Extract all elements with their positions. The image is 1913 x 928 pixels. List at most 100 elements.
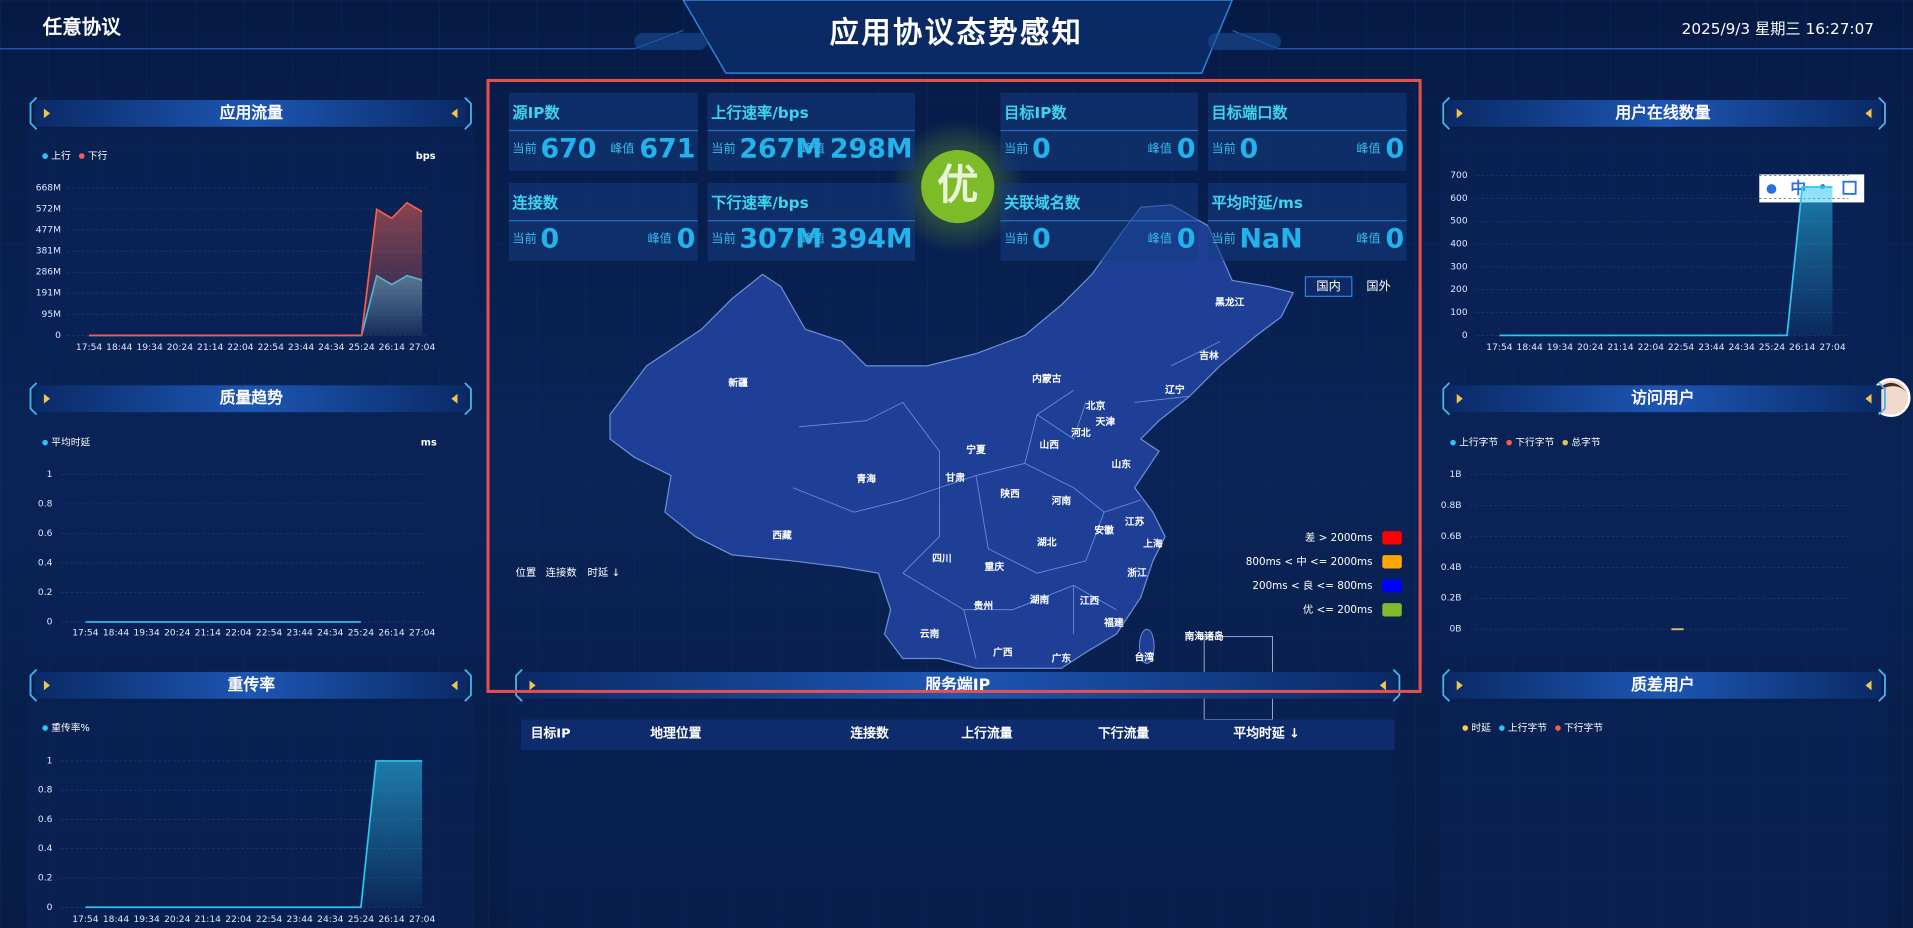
y-tick-label: 1B: [1450, 470, 1462, 480]
x-tick-label: 23:44: [287, 915, 313, 925]
map-legend-swatch: [1382, 579, 1402, 593]
legend-label[interactable]: 上行字节: [1459, 436, 1498, 449]
region-label[interactable]: 吉林: [1199, 349, 1219, 362]
x-tick-label: 22:54: [258, 343, 284, 353]
region-label[interactable]: 台湾: [1135, 650, 1155, 663]
region-label[interactable]: 甘肃: [946, 471, 966, 484]
legend-label[interactable]: 重传率%: [51, 721, 90, 734]
region-label[interactable]: 山东: [1111, 458, 1131, 471]
list-header[interactable]: 连接数: [546, 566, 578, 579]
legend-label[interactable]: 下行字节: [1515, 436, 1554, 449]
y-tick-label: 191M: [36, 289, 61, 299]
region-label[interactable]: 四川: [932, 553, 952, 565]
y-tick-label: 286M: [36, 268, 61, 278]
map-legend-label: 200ms < 良 <= 800ms: [1252, 579, 1372, 592]
region-label[interactable]: 安徽: [1094, 523, 1114, 536]
title-bracket: [1392, 668, 1401, 702]
panel-title: 服务端IP: [925, 675, 990, 694]
stat-card: [1000, 92, 1199, 171]
region-label[interactable]: 河北: [1071, 427, 1091, 439]
title-bar: [519, 671, 1396, 699]
map-tab[interactable]: 国外: [1366, 279, 1390, 293]
region-label[interactable]: 广东: [1052, 652, 1072, 665]
map-taiwan[interactable]: [1139, 628, 1155, 664]
legend-label[interactable]: 上行: [51, 149, 71, 162]
list-header[interactable]: 位置: [515, 566, 536, 579]
title-arrow: [451, 393, 458, 404]
header-deco: [1207, 32, 1282, 50]
legend-marker: [1450, 439, 1456, 446]
stat-current-label: 当前: [1211, 231, 1235, 246]
stat-card: [1207, 92, 1407, 171]
title-bracket: [1878, 382, 1886, 416]
table-column: 下行流量: [1098, 726, 1149, 742]
legend-label[interactable]: 总字节: [1571, 436, 1601, 449]
stat-peak: 0: [1177, 133, 1196, 164]
list-header[interactable]: 时延 ↓: [588, 567, 621, 579]
region-label[interactable]: 贵州: [974, 599, 994, 612]
region-label[interactable]: 广西: [993, 645, 1013, 658]
legend-label[interactable]: 下行字节: [1564, 721, 1603, 734]
region-label[interactable]: 青海: [856, 472, 876, 485]
map-legend-label: 差 > 2000ms: [1305, 531, 1373, 544]
region-label[interactable]: 江西: [1080, 594, 1100, 607]
legend-label[interactable]: 平均时延: [51, 437, 90, 449]
region-label[interactable]: 浙江: [1127, 566, 1147, 579]
legend-marker: [42, 153, 48, 159]
region-label[interactable]: 宁夏: [966, 443, 986, 456]
x-tick-label: 26:14: [378, 915, 404, 925]
stat-peak-label: 峰值: [801, 231, 825, 246]
legend-marker: [1562, 439, 1569, 446]
stat-current: 0: [1032, 133, 1051, 164]
map-tab[interactable]: 国内: [1316, 279, 1340, 293]
stat-current-label: 当前: [1004, 231, 1028, 246]
stat-current-label: 当前: [512, 231, 536, 246]
region-label[interactable]: 黑龙江: [1215, 295, 1245, 308]
region-label[interactable]: 河南: [1052, 494, 1072, 507]
region-label[interactable]: 西藏: [772, 528, 792, 541]
highlight-box: [486, 78, 1422, 693]
x-tick-label: 23:44: [1698, 343, 1724, 353]
stat-label: 目标端口数: [1211, 104, 1288, 122]
series-area: [1499, 187, 1833, 336]
map-legend-swatch: [1382, 531, 1402, 545]
avatar-hair: [1875, 382, 1907, 393]
page-title: 应用协议态势感知: [830, 16, 1084, 50]
tab-active[interactable]: [1304, 276, 1353, 297]
region-label[interactable]: 重庆: [985, 560, 1005, 573]
title-bar: [1446, 671, 1882, 699]
y-tick-label: 500: [1450, 217, 1468, 227]
ime-icon[interactable]: [1766, 184, 1777, 194]
panel-title: 用户在线数量: [1615, 103, 1710, 122]
region-label[interactable]: 福建: [1103, 616, 1124, 629]
region-label[interactable]: 新疆: [728, 376, 748, 389]
title-bar: [34, 385, 468, 413]
y-tick-label: 700: [1450, 171, 1468, 181]
region-label[interactable]: 天津: [1096, 415, 1116, 428]
region-label[interactable]: 山西: [1039, 438, 1059, 451]
region-label[interactable]: 云南: [920, 627, 940, 640]
region-label[interactable]: 辽宁: [1165, 383, 1185, 396]
region-label[interactable]: 北京: [1086, 399, 1106, 412]
region-label[interactable]: 湖北: [1037, 536, 1057, 549]
region-label[interactable]: 湖南: [1030, 593, 1050, 606]
stat-peak-label: 峰值: [647, 231, 671, 246]
map-shape[interactable]: [609, 204, 1295, 669]
ime-icon[interactable]: [1842, 180, 1857, 195]
region-label[interactable]: 内蒙古: [1032, 372, 1062, 385]
stat-card: [508, 182, 698, 261]
title-bracket: [1878, 668, 1886, 702]
region-label[interactable]: 上海: [1143, 537, 1163, 550]
legend-label[interactable]: 下行: [88, 149, 108, 162]
stat-peak: 0: [677, 224, 696, 255]
table-column[interactable]: 平均时延 ↓: [1233, 726, 1299, 742]
legend-label[interactable]: 上行字节: [1508, 721, 1547, 734]
x-tick-label: 27:04: [409, 915, 435, 925]
stat-current: NaN: [1240, 224, 1303, 255]
region-label[interactable]: 南海诸岛: [1185, 630, 1224, 643]
scope-label[interactable]: 任意协议: [42, 16, 122, 39]
unit-label: ms: [421, 438, 437, 449]
legend-label[interactable]: 时延: [1471, 722, 1491, 734]
region-label[interactable]: 陕西: [1000, 487, 1020, 500]
region-label[interactable]: 江苏: [1125, 515, 1145, 528]
